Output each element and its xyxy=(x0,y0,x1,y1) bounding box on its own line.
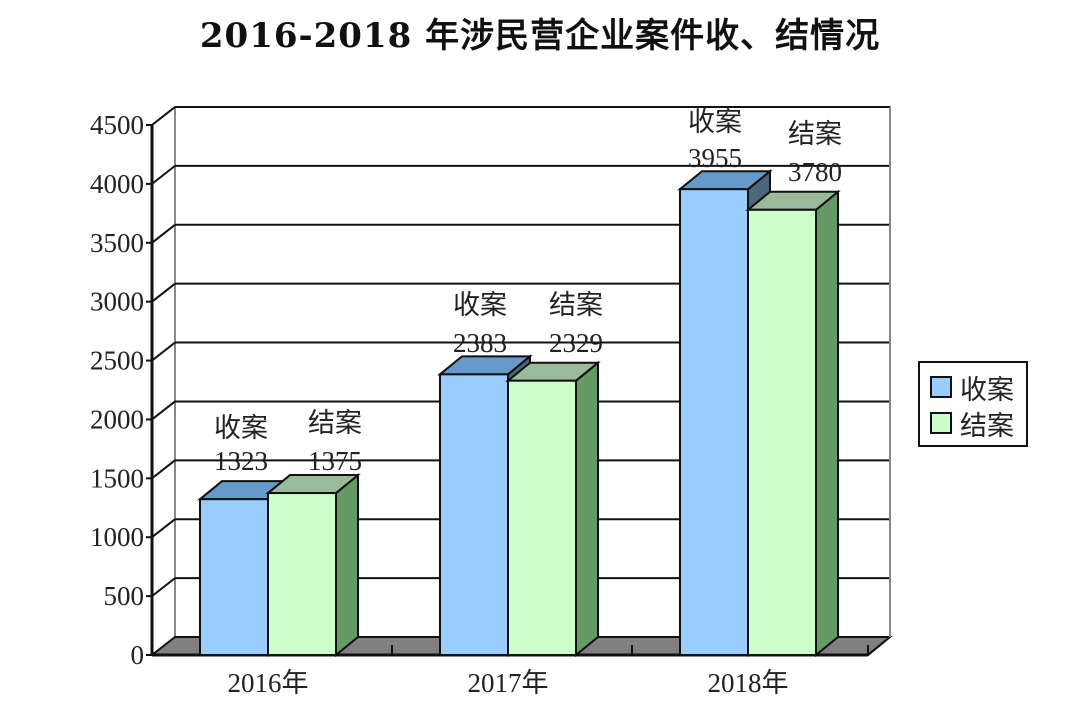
data-label-2016-close-value: 1375 xyxy=(308,446,362,476)
y-tick-4500: 4500 xyxy=(90,110,144,140)
data-label-2018-close-name: 结案 xyxy=(788,119,842,149)
legend-label-close: 结案 xyxy=(960,410,1014,442)
data-label-2017-recv-name: 收案 xyxy=(453,290,507,320)
data-label-2018-recv-name: 收案 xyxy=(688,107,742,137)
y-tick-4000: 4000 xyxy=(90,169,144,199)
legend-label-recv: 收案 xyxy=(960,374,1014,406)
data-label-2017-close-name: 结案 xyxy=(549,290,603,320)
y-tick-500: 500 xyxy=(104,581,145,611)
x-label-2017: 2017年 xyxy=(468,668,549,698)
y-tick-3500: 3500 xyxy=(90,228,144,258)
x-label-2016: 2016年 xyxy=(228,668,309,698)
y-axis-tick-labels: 0 500 1000 1500 2000 2500 3000 3500 4000 4500 xyxy=(90,110,144,670)
bar-2017年-结案 xyxy=(505,360,601,658)
y-tick-0: 0 xyxy=(131,640,145,670)
y-tick-2000: 2000 xyxy=(90,404,144,434)
legend-item-close: 结案 xyxy=(930,408,1014,442)
bar-2016年-结案 xyxy=(265,472,361,658)
data-label-2018-close-value: 3780 xyxy=(788,157,842,187)
y-tick-1500: 1500 xyxy=(90,463,144,493)
y-tick-3000: 3000 xyxy=(90,287,144,317)
y-tick-1000: 1000 xyxy=(90,522,144,552)
bars xyxy=(197,169,841,658)
data-label-2016-close-name: 结案 xyxy=(308,408,362,438)
legend-swatch-close xyxy=(930,412,952,434)
chart-legend: 收案 结案 xyxy=(918,361,1028,447)
x-label-2018: 2018年 xyxy=(708,668,789,698)
data-label-2016-recv-value: 1323 xyxy=(214,446,268,476)
data-label-2017-recv-value: 2383 xyxy=(453,328,507,358)
bar-2018年-结案 xyxy=(745,189,841,658)
data-label-2018-recv-value: 3955 xyxy=(688,143,742,173)
data-label-2016-recv-name: 收案 xyxy=(214,413,268,443)
chart-title: 2016-2018 年涉民营企业案件收、结情况 xyxy=(199,16,881,56)
y-tick-2500: 2500 xyxy=(90,346,144,376)
data-label-2017-close-value: 2329 xyxy=(549,328,603,358)
legend-item-recv: 收案 xyxy=(930,372,1014,406)
legend-swatch-recv xyxy=(930,376,952,398)
